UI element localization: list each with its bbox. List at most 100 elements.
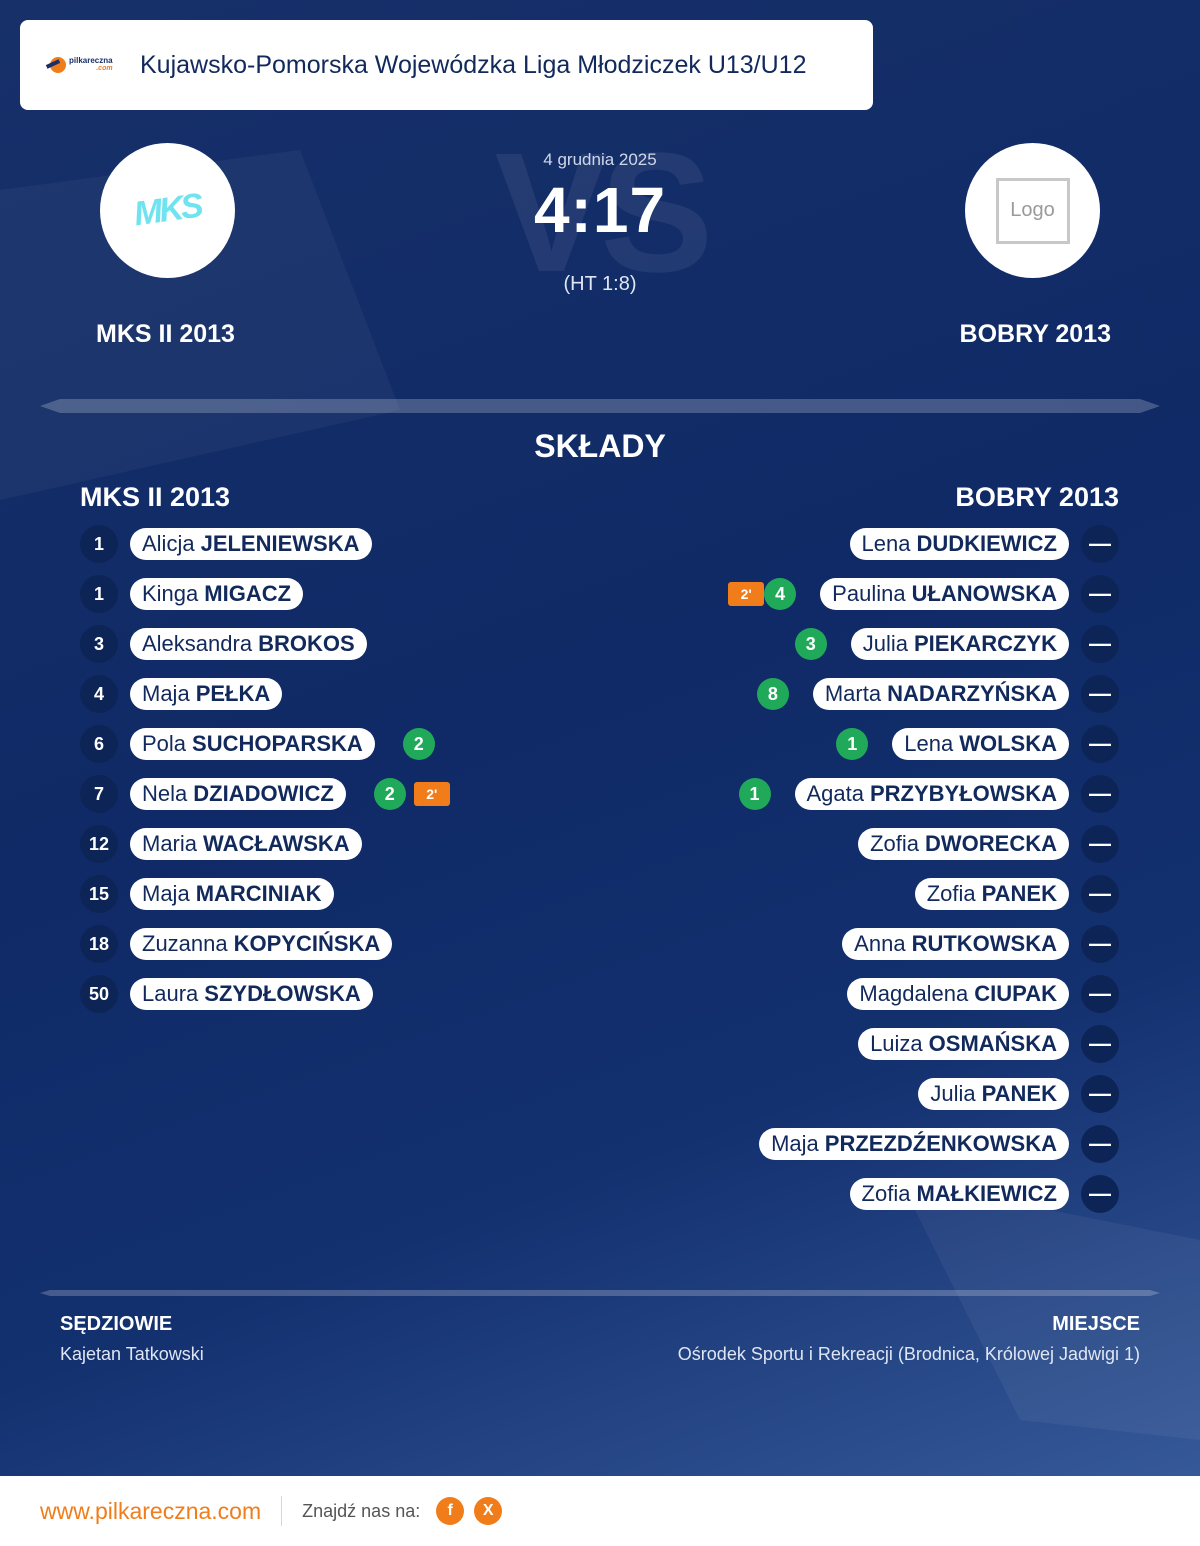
mks-logo-icon: MKS	[131, 186, 204, 234]
player-last-name: WOLSKA	[959, 731, 1057, 756]
player-first-name: Maja	[142, 681, 190, 706]
player-name-pill[interactable]: Luiza OSMAŃSKA	[858, 1028, 1069, 1060]
away-team-name: BOBRY 2013	[959, 320, 1111, 348]
player-row: — Zofia DWORECKA	[858, 825, 1119, 863]
shirt-number: —	[1081, 1075, 1119, 1113]
player-first-name: Maja	[771, 1131, 819, 1156]
player-name-pill[interactable]: Zofia MAŁKIEWICZ	[849, 1178, 1069, 1210]
player-last-name: PEŁKA	[195, 681, 271, 706]
player-name-pill[interactable]: Lena WOLSKA	[892, 728, 1069, 760]
goals-badge: 1	[836, 728, 869, 760]
league-title: Kujawsko-Pomorska Wojewódzka Liga Młodzi…	[140, 50, 807, 79]
player-name-pill[interactable]: Zofia PANEK	[914, 878, 1069, 910]
player-row: 12 Maria WACŁAWSKA	[80, 825, 362, 863]
player-name-pill[interactable]: Julia PIEKARCZYK	[850, 628, 1069, 660]
player-first-name: Magdalena	[859, 981, 969, 1006]
player-name-pill[interactable]: Agata PRZYBYŁOWSKA	[794, 778, 1069, 810]
brand-logo-icon[interactable]: pilkareczna .com	[50, 50, 122, 80]
player-name-pill[interactable]: Magdalena CIUPAK	[847, 978, 1069, 1010]
player-row: 15 Maja MARCINIAK	[80, 875, 334, 913]
player-first-name: Maja	[142, 881, 190, 906]
away-squad-title: BOBRY 2013	[955, 482, 1119, 512]
x-icon[interactable]: X	[474, 1497, 503, 1525]
player-first-name: Zofia	[861, 1181, 911, 1206]
player-first-name: Lena	[861, 531, 911, 556]
player-row: — Zofia MAŁKIEWICZ	[849, 1175, 1119, 1213]
player-row: — Julia PIEKARCZYK 3	[794, 625, 1119, 663]
venue-label: MIEJSCE	[1052, 1313, 1140, 1335]
player-last-name: DUDKIEWICZ	[916, 531, 1057, 556]
player-name-pill[interactable]: Maja PEŁKA	[130, 678, 283, 710]
player-name-pill[interactable]: Julia PANEK	[918, 1078, 1069, 1110]
shirt-number: 4	[80, 675, 118, 713]
player-first-name: Zofia	[870, 831, 919, 856]
player-last-name: PIEKARCZYK	[913, 631, 1057, 656]
player-first-name: Zuzanna	[142, 931, 228, 956]
player-last-name: NADARZYŃSKA	[887, 681, 1057, 706]
player-row: 4 Maja PEŁKA	[80, 675, 283, 713]
player-name-pill[interactable]: Nela DZIADOWICZ	[130, 778, 346, 810]
player-name-pill[interactable]: Zuzanna KOPYCIŃSKA	[130, 928, 393, 960]
shirt-number: —	[1081, 975, 1119, 1013]
player-name-pill[interactable]: Marta NADARZYŃSKA	[812, 678, 1069, 710]
player-last-name: KOPYCIŃSKA	[233, 931, 381, 956]
player-name-pill[interactable]: Paulina UŁANOWSKA	[820, 578, 1069, 610]
footer: www.pilkareczna.com Znajdź nas na: f X	[0, 1476, 1200, 1546]
goals-badge: 4	[764, 578, 797, 610]
shirt-number: 1	[80, 575, 118, 613]
shirt-number: —	[1081, 875, 1119, 913]
player-row: 50 Laura SZYDŁOWSKA	[80, 975, 373, 1013]
player-last-name: CIUPAK	[974, 981, 1057, 1006]
player-name-pill[interactable]: Kinga MIGACZ	[130, 578, 304, 610]
referees-value: Kajetan Tatkowski	[60, 1344, 204, 1364]
player-first-name: Maria	[142, 831, 198, 856]
player-last-name: PANEK	[981, 1081, 1057, 1106]
match-date: 4 grudnia 2025	[543, 150, 657, 169]
goals-badge: 1	[738, 778, 771, 810]
player-name-pill[interactable]: Lena DUDKIEWICZ	[849, 528, 1069, 560]
background-shape	[900, 1180, 1200, 1440]
player-last-name: JELENIEWSKA	[200, 531, 360, 556]
player-name-pill[interactable]: Zofia DWORECKA	[858, 828, 1069, 860]
player-row: — Maja PRZEZDŹENKOWSKA	[759, 1125, 1119, 1163]
goals-badge: 8	[756, 678, 789, 710]
player-row: 6 Pola SUCHOPARSKA 2	[80, 725, 435, 763]
player-name-pill[interactable]: Maja PRZEZDŹENKOWSKA	[759, 1128, 1069, 1160]
shirt-number: 7	[80, 775, 118, 813]
player-name-pill[interactable]: Maja MARCINIAK	[130, 878, 334, 910]
header-card: pilkareczna .com Kujawsko-Pomorska Wojewó…	[20, 20, 873, 110]
site-link[interactable]: www.pilkareczna.com	[40, 1497, 262, 1524]
away-team-logo: Logo	[965, 143, 1100, 278]
venue-value: Ośrodek Sportu i Rekreacji (Brodnica, Kr…	[677, 1344, 1140, 1364]
player-first-name: Julia	[930, 1081, 976, 1106]
player-name-pill[interactable]: Anna RUTKOWSKA	[842, 928, 1069, 960]
player-row: 3 Aleksandra BROKOS	[80, 625, 367, 663]
footer-separator	[281, 1496, 283, 1526]
player-first-name: Luiza	[870, 1031, 923, 1056]
shirt-number: —	[1081, 775, 1119, 813]
logo-placeholder-icon: Logo	[995, 177, 1070, 244]
player-name-pill[interactable]: Maria WACŁAWSKA	[130, 828, 362, 860]
shirt-number: 50	[80, 975, 118, 1013]
player-last-name: BROKOS	[258, 631, 355, 656]
player-name-pill[interactable]: Pola SUCHOPARSKA	[130, 728, 375, 760]
shirt-number: —	[1081, 1125, 1119, 1163]
player-name-pill[interactable]: Alicja JELENIEWSKA	[130, 528, 372, 560]
player-last-name: MAŁKIEWICZ	[916, 1181, 1057, 1206]
shirt-number: —	[1081, 575, 1119, 613]
suspension-badge: 2'	[728, 582, 765, 606]
player-row: — Lena DUDKIEWICZ	[849, 525, 1119, 563]
player-name-pill[interactable]: Aleksandra BROKOS	[130, 628, 367, 660]
player-last-name: DZIADOWICZ	[193, 781, 334, 806]
divider	[40, 399, 1160, 413]
player-last-name: MARCINIAK	[195, 881, 322, 906]
player-last-name: WACŁAWSKA	[203, 831, 350, 856]
player-row: — Julia PANEK	[918, 1075, 1119, 1113]
player-first-name: Agata	[806, 781, 865, 806]
final-score: 4:17	[533, 174, 667, 246]
shirt-number: 18	[80, 925, 118, 963]
player-last-name: PRZEZDŹENKOWSKA	[824, 1131, 1057, 1156]
player-name-pill[interactable]: Laura SZYDŁOWSKA	[130, 978, 373, 1010]
facebook-icon[interactable]: f	[436, 1497, 465, 1525]
suspension-badge: 2'	[413, 782, 450, 806]
